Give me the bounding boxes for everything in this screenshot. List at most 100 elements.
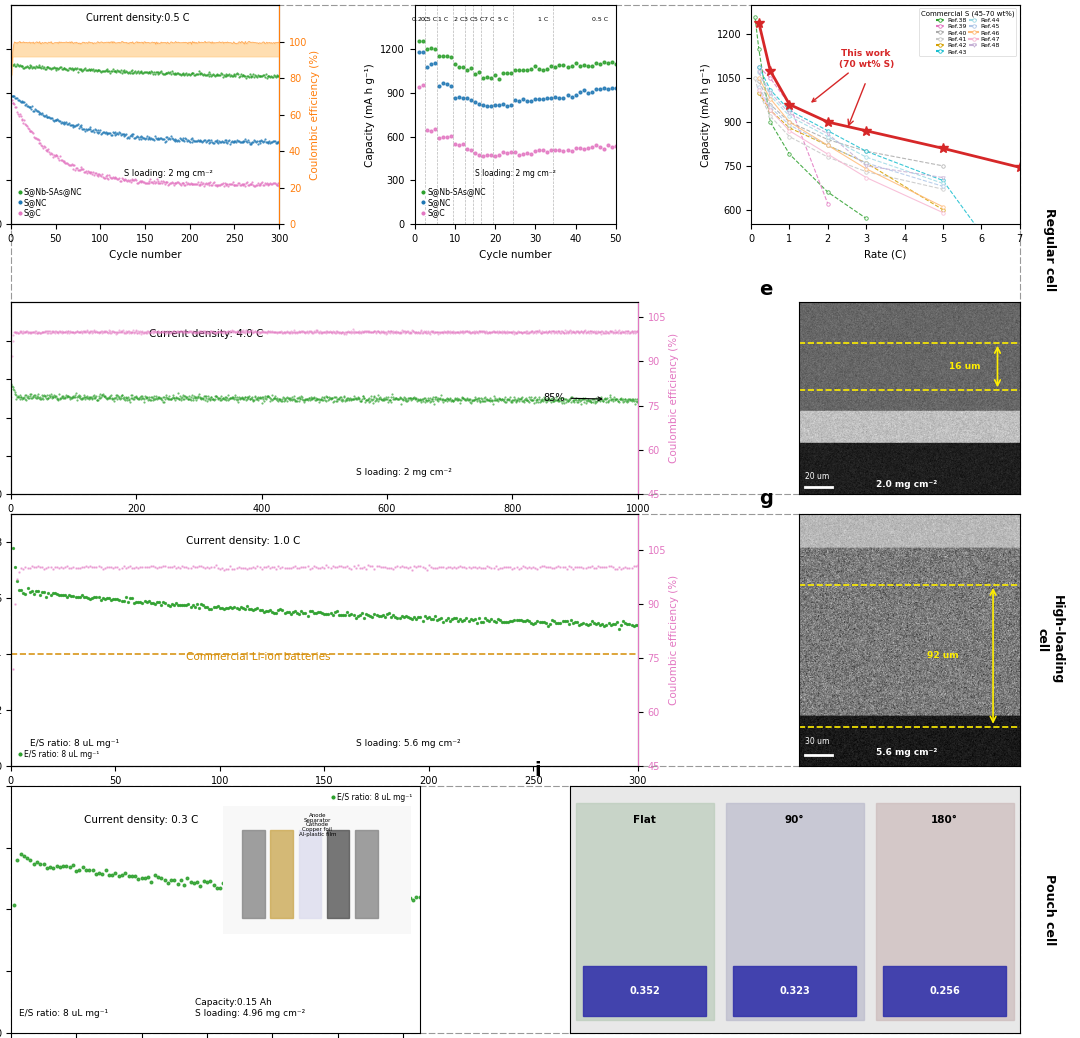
Point [369, 387, 387, 404]
Point [36, 561, 53, 577]
Point [489, 610, 507, 627]
Point [579, 392, 596, 409]
Point [318, 557, 335, 574]
Point [23, 385, 40, 402]
Point [531, 393, 549, 410]
Point [386, 391, 403, 408]
Point [447, 390, 464, 407]
Point [297, 324, 314, 340]
Point [127, 323, 145, 339]
Point [140, 593, 158, 609]
Point [592, 618, 609, 634]
Point [33, 559, 51, 576]
Point [510, 390, 527, 407]
Point [125, 325, 143, 342]
Point [598, 558, 616, 575]
Point [261, 602, 279, 619]
Point [15, 324, 32, 340]
Point [464, 392, 482, 409]
Point [84, 862, 102, 878]
Point [459, 324, 476, 340]
Point [495, 392, 512, 409]
Point [467, 93, 484, 110]
Point [496, 323, 513, 339]
Point [225, 388, 242, 405]
Point [190, 386, 207, 403]
Point [625, 323, 643, 339]
Point [213, 388, 230, 405]
Point [478, 146, 496, 163]
Point [368, 391, 386, 408]
Point [556, 390, 573, 407]
Point [16, 324, 33, 340]
Point [458, 323, 475, 339]
Point [190, 388, 207, 405]
Point [243, 559, 260, 576]
Point [291, 605, 308, 622]
Point [404, 562, 421, 578]
Point [463, 393, 481, 410]
Point [134, 558, 151, 575]
Point [600, 391, 618, 408]
Point [181, 599, 199, 616]
Point [561, 390, 578, 407]
Point [335, 389, 352, 406]
Point [206, 324, 224, 340]
Point [594, 558, 611, 575]
Point [408, 324, 426, 340]
Point [575, 559, 592, 576]
Point [227, 324, 244, 340]
Point [314, 391, 332, 408]
Point [355, 390, 373, 407]
Point [251, 390, 268, 407]
Point [478, 323, 496, 339]
Point [334, 324, 351, 340]
Point [366, 388, 383, 405]
Point [25, 585, 42, 602]
Point [313, 605, 330, 622]
Point [238, 388, 255, 405]
Point [303, 559, 321, 576]
Point [336, 388, 353, 405]
Point [78, 863, 95, 879]
Point [301, 392, 319, 409]
Point [423, 324, 441, 340]
Point [573, 391, 591, 408]
Point [482, 390, 499, 407]
Point [98, 324, 116, 340]
Point [178, 558, 195, 575]
Text: 7 C: 7 C [484, 17, 495, 22]
Point [474, 392, 491, 409]
Point [487, 613, 504, 630]
Bar [883, 966, 1007, 1015]
Point [208, 880, 226, 897]
Point [45, 387, 63, 404]
Point [338, 390, 355, 407]
Point [577, 390, 594, 407]
Point [424, 323, 442, 339]
Point [343, 390, 361, 407]
Point [138, 324, 156, 340]
Point [575, 82, 592, 99]
Point [113, 593, 131, 609]
Point [25, 558, 42, 575]
Point [212, 391, 229, 408]
Point [502, 392, 519, 409]
Point [310, 324, 327, 340]
Point [435, 558, 453, 575]
Point [181, 559, 199, 576]
Point [491, 390, 509, 407]
Point [457, 391, 474, 408]
Point [455, 89, 472, 106]
Point [232, 389, 249, 406]
Point [306, 605, 323, 622]
Point [558, 87, 576, 104]
Point [610, 392, 627, 409]
Point [342, 606, 360, 623]
Point [91, 324, 108, 340]
Point [99, 325, 117, 342]
Point [374, 323, 391, 339]
Point [327, 324, 345, 340]
Point [289, 324, 307, 340]
Point [190, 324, 207, 340]
